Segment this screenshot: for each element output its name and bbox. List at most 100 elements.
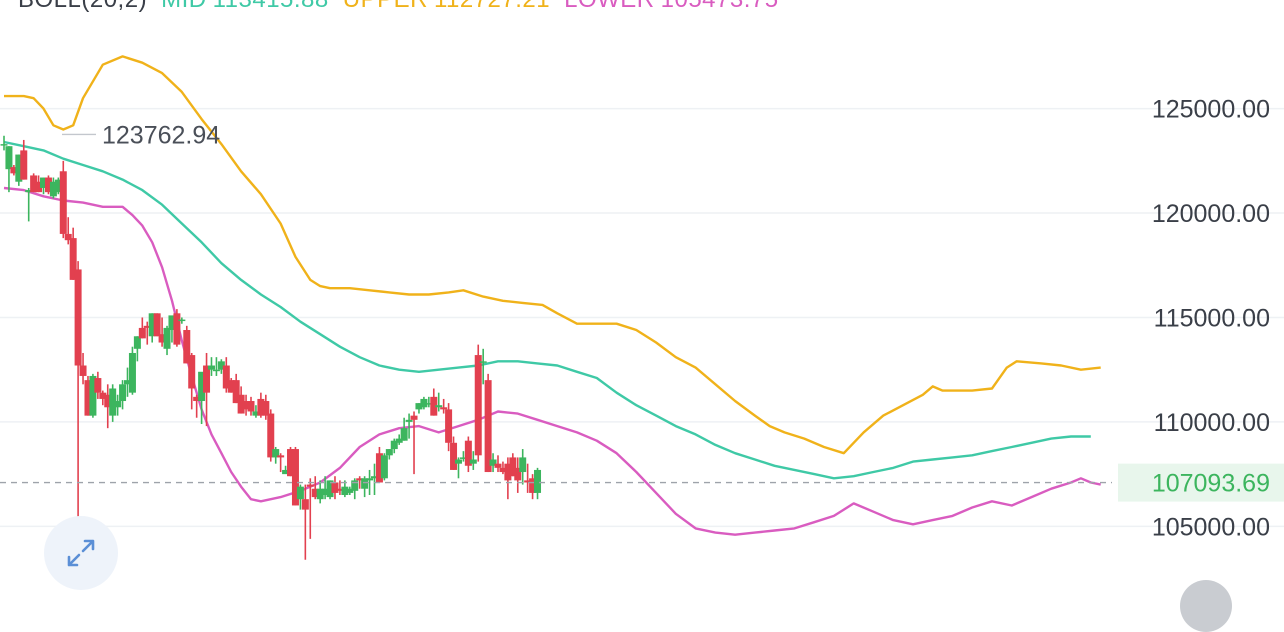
candle-body — [0, 144, 8, 146]
candle-body — [267, 413, 275, 458]
candle-body — [371, 476, 378, 479]
candle-body — [430, 396, 438, 416]
candle-body — [272, 449, 280, 458]
candle-body — [143, 325, 151, 328]
candle-body — [74, 269, 82, 366]
candle-body — [336, 488, 344, 491]
candle-body — [109, 388, 117, 416]
candle-body — [375, 453, 383, 483]
candle-body — [277, 455, 285, 458]
candle-body — [395, 438, 403, 443]
candle-body — [59, 171, 67, 234]
candle-body — [459, 457, 467, 459]
candle-body — [316, 488, 324, 500]
candle-body — [509, 457, 517, 477]
candle-body — [40, 177, 48, 188]
candle-body — [514, 467, 522, 481]
candle-body — [69, 238, 77, 280]
current-price-tag — [1118, 463, 1284, 502]
candle-body — [479, 361, 487, 363]
candle-body — [183, 330, 191, 364]
y-tick-label: 105000.00 — [1152, 513, 1270, 541]
candle-body — [163, 327, 171, 349]
candle-body — [356, 478, 364, 481]
candle-body — [232, 380, 240, 404]
candle-body — [306, 484, 314, 487]
candle-body — [104, 394, 112, 408]
candle-body — [425, 403, 433, 405]
indicator-legend: BOLL(20,2) MID 113415.88 UPPER 112727.21 LOWE… — [18, 0, 793, 14]
candle-body — [469, 459, 477, 464]
candle-body — [331, 482, 339, 493]
candle-body — [366, 478, 374, 481]
candle-body — [524, 480, 532, 483]
candle-body — [133, 336, 141, 349]
y-axis: 125000.00 120000.00 115000.00 110000.00 1050… — [1152, 96, 1270, 542]
candle-body — [287, 449, 295, 477]
candle-body — [99, 392, 107, 399]
candle-body — [212, 369, 220, 372]
candle-body — [519, 457, 527, 473]
candle-body — [203, 365, 211, 393]
candle-body — [64, 233, 72, 241]
candle-body — [291, 449, 299, 506]
candle-body — [247, 401, 255, 412]
lower-value: 105473.75 — [661, 0, 779, 13]
candlestick-chart[interactable]: 107093.69 123762.94 125000.00 120000.00 115… — [0, 0, 1284, 589]
candle-body — [445, 409, 453, 443]
candle-body — [494, 463, 502, 468]
y-tick-label: 125000.00 — [1152, 96, 1270, 124]
candle-body — [489, 459, 497, 466]
candle-body — [440, 407, 448, 410]
candle-body — [454, 459, 462, 464]
candle-body — [252, 411, 260, 416]
candle-body — [148, 313, 156, 337]
candle-body — [119, 384, 127, 402]
candle-body — [341, 486, 349, 496]
candle-body — [178, 319, 186, 322]
band-lower-line — [3, 186, 1101, 536]
candle-body — [361, 478, 369, 489]
candle-body — [415, 403, 423, 410]
candle-body — [227, 380, 235, 393]
mid-value: 113415.88 — [213, 0, 329, 13]
candle-body — [301, 499, 309, 510]
lower-label: LOWER — [564, 0, 655, 13]
expand-button[interactable] — [44, 516, 118, 590]
y-tick-label: 110000.00 — [1154, 409, 1270, 437]
candle-body — [207, 365, 215, 370]
candle-body — [222, 365, 230, 389]
candle-body — [405, 419, 413, 422]
boll-label: BOLL(20,2) — [18, 0, 147, 13]
candle-body — [380, 455, 388, 479]
candle-body — [30, 175, 38, 193]
candle-body — [35, 181, 43, 193]
high-marker-label: 123762.94 — [102, 121, 220, 149]
candle-body — [173, 313, 181, 345]
grid-lines — [0, 107, 1284, 528]
candle-body — [84, 380, 92, 416]
candle-body — [25, 190, 33, 193]
band-mid-line — [3, 140, 1091, 480]
candle-body — [128, 352, 136, 393]
mid-label: MID — [161, 0, 207, 13]
candle-body — [321, 488, 329, 496]
candle-body — [435, 405, 443, 408]
candle-body — [10, 167, 18, 174]
current-price-label: 107093.69 — [1152, 470, 1270, 498]
candle-body — [534, 469, 542, 493]
candle-body — [158, 334, 166, 343]
candle-body — [390, 440, 398, 450]
candle-body — [326, 480, 334, 498]
corner-button[interactable] — [1180, 580, 1232, 632]
candle-body — [138, 327, 146, 339]
candle-body — [5, 146, 13, 170]
chart-overlays: 107093.69 123762.94 — [0, 121, 1284, 502]
candle-body — [153, 313, 161, 337]
candle-body — [49, 181, 57, 197]
candle-body — [504, 463, 512, 481]
candle-body — [464, 440, 472, 466]
bollinger-bands — [3, 55, 1101, 536]
expand-arrows-icon — [67, 539, 95, 567]
candle-body — [450, 442, 458, 470]
